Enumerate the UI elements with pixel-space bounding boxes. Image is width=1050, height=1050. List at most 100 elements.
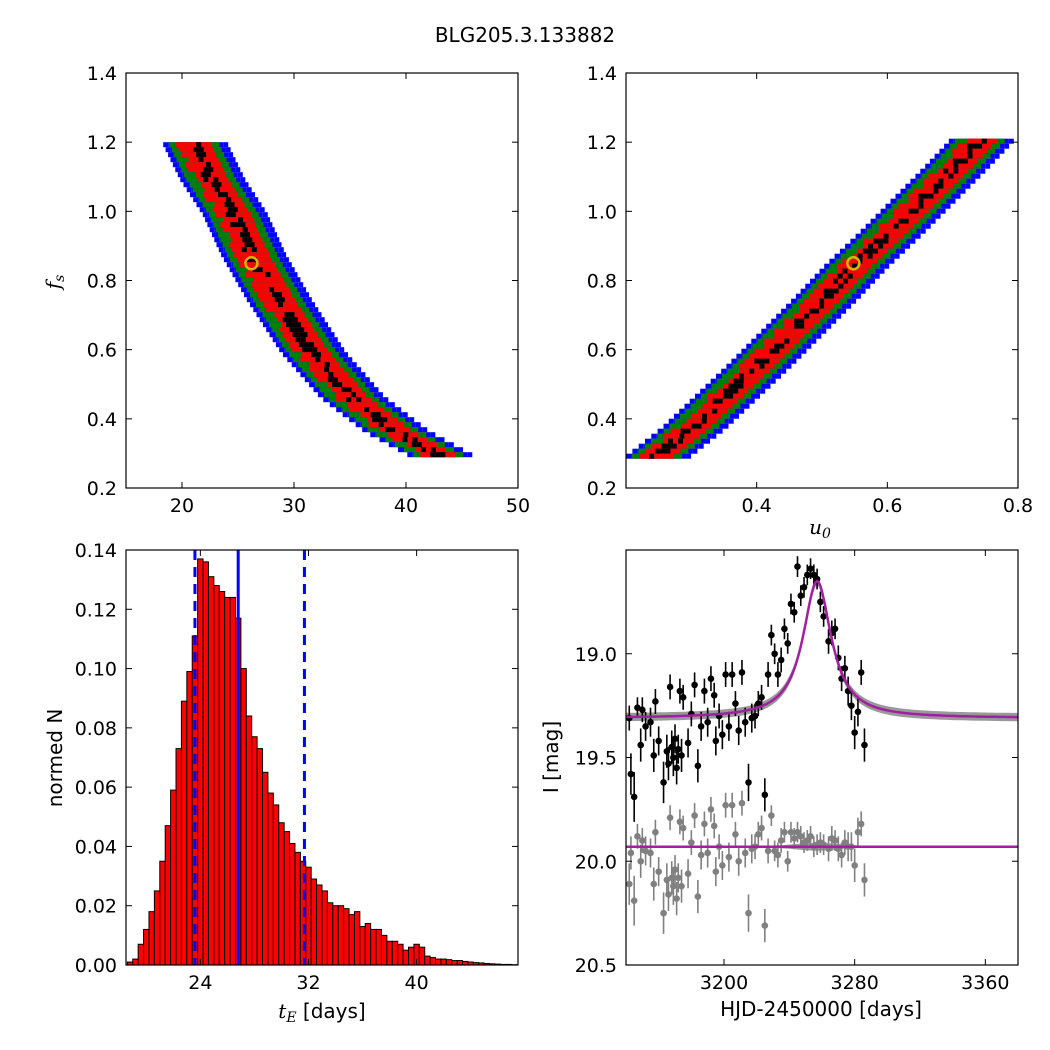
p1-cell [413, 452, 419, 458]
p2-cell [701, 393, 706, 399]
p1-cell [308, 342, 314, 348]
p2-cell [918, 198, 924, 204]
p1-cell [331, 387, 337, 393]
p1-cell [376, 432, 382, 438]
p2-cell [856, 238, 862, 244]
p1-cell [462, 452, 468, 458]
p2-cell [923, 208, 929, 214]
p1-cell [228, 172, 234, 178]
p4-residual-point [694, 893, 702, 900]
p1-cell [250, 232, 255, 238]
p1-cell [206, 152, 212, 158]
p1-cell [176, 157, 182, 163]
p2-cell [873, 233, 879, 239]
p2-cell [789, 343, 795, 349]
p1-cell [188, 147, 194, 153]
p2-cell [890, 198, 896, 204]
p4-residual-point [627, 849, 635, 857]
p2-cell [739, 408, 745, 414]
p2-cell [827, 308, 833, 314]
p2-cell [906, 233, 912, 239]
p2-cell [834, 253, 840, 259]
p1-cell [256, 312, 262, 318]
p2-cell [700, 398, 706, 404]
p2-cell [748, 378, 754, 384]
p1-cell [320, 382, 326, 388]
p3-bar [429, 957, 437, 966]
p1-cell [243, 182, 249, 188]
p2-cell [670, 428, 676, 434]
p4-data-point [794, 563, 801, 570]
p1-cell [248, 197, 254, 203]
p1-cell [287, 332, 293, 338]
p2-cell [891, 243, 897, 249]
p1-cell [263, 277, 269, 283]
p2-cell [878, 228, 884, 234]
p2-cell [738, 388, 744, 394]
p1-cell [218, 232, 223, 238]
p2-cell [821, 323, 827, 329]
p1-cell [411, 442, 417, 448]
p1-cell [250, 207, 256, 213]
p1-cell [379, 437, 385, 443]
p2-cell [857, 273, 863, 279]
p1-cell [342, 407, 348, 413]
p1-cell [274, 322, 279, 328]
p2-cell [862, 268, 868, 274]
p1-cell [335, 402, 341, 408]
p3-bar [348, 914, 355, 966]
p1-cell [365, 412, 371, 418]
p2-cell [870, 218, 876, 224]
p2-cell [686, 418, 692, 424]
p2-cell [744, 403, 750, 409]
p2-cell [784, 348, 790, 354]
p4-data-point [854, 708, 862, 716]
p1-cell [378, 397, 384, 403]
p3-bar [305, 866, 312, 966]
p2-cell [935, 158, 941, 164]
p1-cell [382, 417, 388, 423]
p1-cell [278, 257, 284, 263]
p2-cell [882, 248, 888, 254]
p2-cell [967, 143, 973, 149]
p1-ytick-label: 1.4 [87, 63, 117, 85]
p2-cell [797, 338, 803, 344]
p1-cell [467, 452, 473, 458]
p4-data-point [704, 718, 711, 726]
p2-cell [870, 268, 876, 274]
p1-cell [241, 187, 247, 193]
p2-cell [900, 188, 906, 194]
p4-residual-point [781, 828, 788, 836]
p1-cell [249, 252, 255, 258]
p1-cell [242, 237, 248, 243]
p3-plot-area: 24 32 400.000.020.040.060.080.100.120.14 [75, 540, 519, 994]
p1-cell [421, 447, 426, 453]
p4-data-point [694, 762, 702, 770]
panel-fs-vs-te: 20 30 40 500.20.40.60.81.01.21.4 fs [41, 63, 530, 517]
p2-cell [855, 293, 861, 299]
p2-cell [675, 448, 681, 454]
p1-cell [387, 417, 393, 423]
p2-cell [769, 353, 775, 359]
p1-cell [310, 377, 316, 383]
p1-cell [385, 412, 391, 418]
p1-cell [283, 302, 288, 308]
p2-cell [981, 138, 987, 144]
p2-cell [841, 293, 847, 299]
p3-ytick-label: 0.06 [75, 777, 117, 799]
p1-cell [435, 452, 441, 458]
p1-cell [232, 272, 238, 278]
p2-ytick-label: 0.2 [587, 478, 617, 500]
p2-cell [787, 313, 793, 319]
p1-cell [241, 247, 247, 253]
p4-data-point [758, 694, 765, 701]
p1-cell [250, 222, 256, 228]
p2-cell [953, 173, 959, 179]
p1-cell [400, 427, 406, 433]
p2-cell [799, 313, 805, 319]
p1-cell [449, 447, 454, 453]
p2-cell [651, 443, 657, 449]
p2-cell [784, 338, 790, 344]
p2-cell [689, 443, 695, 449]
p1-cell [373, 427, 379, 433]
